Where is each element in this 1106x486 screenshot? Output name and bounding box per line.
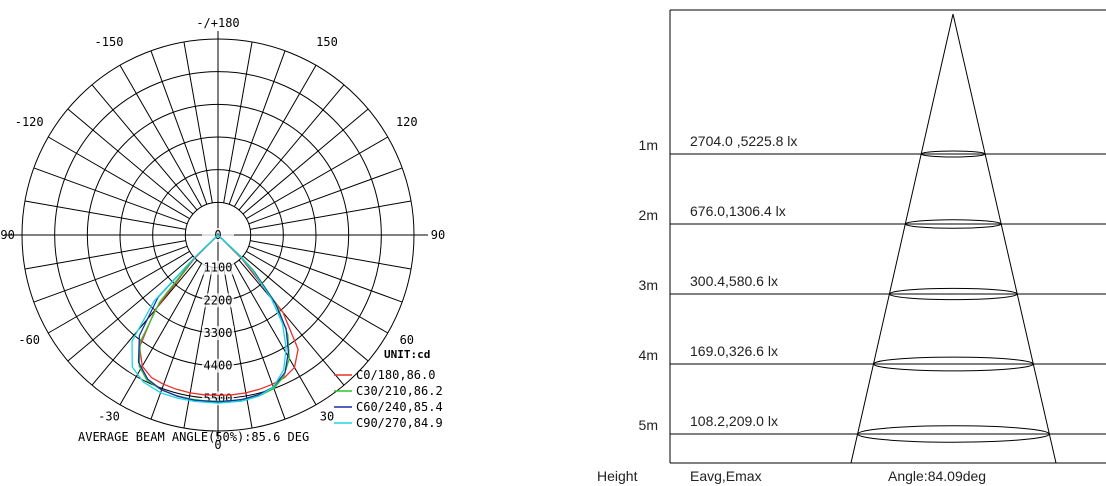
polar-spoke	[67, 108, 194, 215]
polar-spoke	[233, 263, 317, 405]
polar-spoke	[248, 167, 403, 225]
angle-tick-label: -120	[15, 115, 44, 129]
legend-label: C60/240,85.4	[356, 400, 443, 414]
radial-tick-label: 1100	[204, 261, 233, 275]
height-header: Height	[597, 468, 638, 484]
average-beam-angle: AVERAGE BEAM ANGLE(50%):85.6 DEG	[78, 430, 309, 444]
cone-right-edge	[952, 13, 1057, 464]
polar-spoke	[48, 136, 190, 220]
polar-spoke	[91, 84, 198, 211]
beam-cone-diagram: 1m 2704.0 ,5225.8 lx 2m 676.0,1306.4 lx 3m 30…	[597, 9, 1106, 484]
polar-spoke	[242, 255, 369, 362]
beam-angle-label: Angle:84.09deg	[888, 468, 986, 484]
polar-spoke	[150, 265, 208, 420]
beam-ellipse	[857, 425, 1050, 443]
polar-spoke	[228, 265, 286, 420]
series-2-curve	[137, 234, 290, 403]
legend-label: C90/270,84.9	[356, 416, 443, 430]
polar-spoke	[233, 65, 317, 207]
angle-tick-labels: -/+180 150 -150 120 -120 90 -90 60 -60 30 -30	[0, 16, 445, 424]
legend-label: C0/180,86.0	[356, 368, 435, 382]
polar-spoke	[242, 108, 369, 215]
radial-label-bg	[202, 260, 234, 275]
radial-label-bg	[202, 358, 234, 373]
angle-tick-label: -150	[95, 35, 124, 49]
angle-tick-label: -/+180	[196, 16, 239, 30]
polar-spoke	[183, 41, 213, 203]
series-0-curve	[138, 234, 299, 397]
polar-spoke	[24, 200, 186, 230]
angle-tick-label: -90	[0, 228, 15, 242]
angle-tick-label: 30	[320, 410, 334, 424]
height-label: 5m	[639, 417, 658, 433]
radial-tick-label: 2200	[204, 293, 233, 307]
illuminance-values: 169.0,326.6 lx	[690, 343, 778, 359]
polar-spoke	[246, 136, 388, 220]
polar-spoke	[33, 167, 188, 225]
height-label: 4m	[639, 347, 658, 363]
polar-spoke	[119, 263, 203, 405]
beam-ellipse	[873, 356, 1034, 372]
angle-tick-label: 0	[214, 438, 221, 452]
polar-spoke	[24, 240, 186, 270]
polar-spoke	[119, 65, 203, 207]
polar-legend: C0/180,86.0 C30/210,86.2 C60/240,85.4 C90/2…	[334, 368, 443, 430]
height-label: 1m	[639, 137, 658, 153]
polar-spoke	[250, 240, 412, 270]
polar-spoke	[223, 41, 253, 203]
unit-label: UNIT:cd	[384, 348, 430, 361]
angle-tick-label: 60	[400, 333, 414, 347]
polar-spoke	[246, 250, 388, 334]
radial-label-bg	[202, 326, 234, 340]
polar-spoke	[248, 245, 403, 303]
cone-left-edge	[850, 13, 954, 464]
angle-tick-label: 120	[396, 115, 418, 129]
angle-tick-label: -60	[18, 333, 40, 347]
beam-ellipse	[888, 287, 1018, 301]
polar-spoke	[33, 245, 188, 303]
polar-spoke	[48, 250, 190, 334]
height-label: 2m	[639, 207, 658, 223]
polar-spoke	[150, 50, 208, 205]
beam-ellipse	[920, 150, 986, 158]
polar-spoke	[67, 255, 194, 362]
illuminance-values: 300.4,580.6 lx	[690, 273, 778, 289]
illuminance-values: 2704.0 ,5225.8 lx	[690, 133, 797, 149]
radial-tick-label: 4400	[204, 359, 233, 373]
legend-label: C30/210,86.2	[356, 384, 443, 398]
series-3-curve	[131, 234, 287, 404]
polar-spoke	[250, 200, 412, 230]
height-label: 3m	[639, 277, 658, 293]
polar-series	[131, 234, 299, 404]
eavg-emax-header: Eavg,Emax	[690, 468, 762, 484]
angle-tick-label: 150	[316, 35, 338, 49]
radial-tick-label: 3300	[204, 326, 233, 340]
radial-label-bg	[202, 293, 234, 308]
angle-tick-label: -30	[98, 410, 120, 424]
angle-tick-label: 90	[431, 228, 445, 242]
illuminance-values: 108.2,209.0 lx	[690, 413, 778, 429]
illuminance-values: 676.0,1306.4 lx	[690, 203, 786, 219]
illuminance-rows: 1m 2704.0 ,5225.8 lx 2m 676.0,1306.4 lx 3m 30…	[639, 133, 1106, 443]
polar-spoke	[238, 259, 345, 386]
polar-spoke	[228, 50, 286, 205]
polar-spoke	[91, 259, 198, 386]
beam-ellipse	[904, 219, 1002, 229]
polar-spoke	[238, 84, 345, 211]
